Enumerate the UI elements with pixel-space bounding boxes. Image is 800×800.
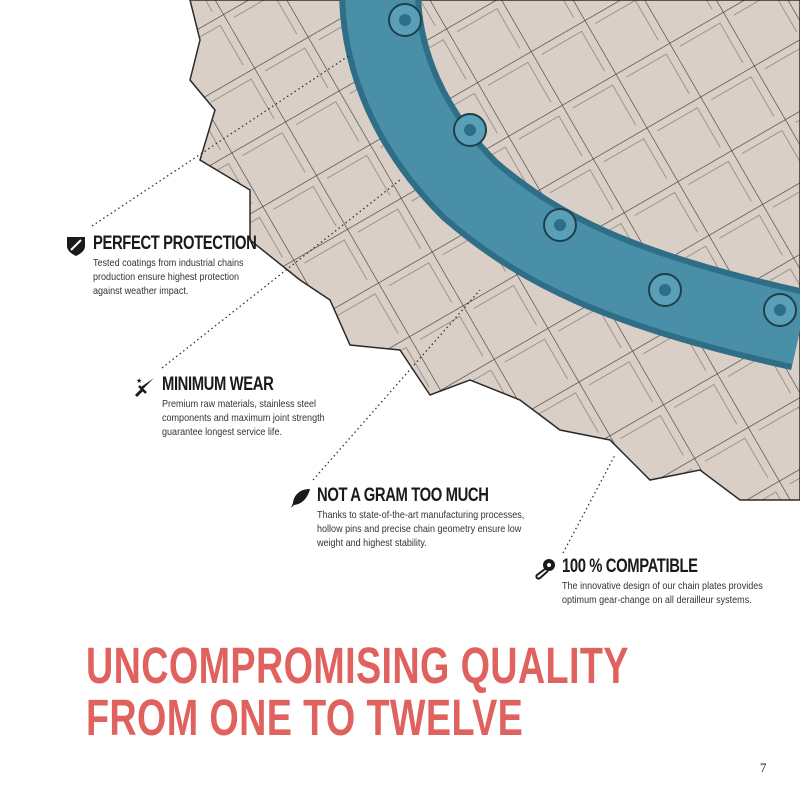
- feature-title: MINIMUM WEAR: [162, 374, 274, 395]
- headline: UNCOMPROMISING QUALITY FROM ONE TO TWELV…: [86, 640, 629, 744]
- feature-title: NOT A GRAM TOO MUCH: [317, 485, 489, 506]
- feature-100-compatible: 100 % COMPATIBLE The innovative design o…: [535, 556, 795, 607]
- headline-line-1: UNCOMPROMISING QUALITY: [86, 637, 629, 694]
- chain: [339, 0, 800, 371]
- feature-description: Premium raw materials, stainless steel co…: [162, 398, 325, 438]
- headline-line-2: FROM ONE TO TWELVE: [86, 689, 524, 746]
- callout-lines: [91, 54, 616, 554]
- feature-description: Tested coatings from industrial chains pr…: [93, 257, 244, 297]
- feather-icon: [291, 489, 310, 508]
- feature-perfect-protection: PERFECT PROTECTION Tested coatings from …: [67, 233, 303, 298]
- chain-tool-icon: [535, 559, 555, 580]
- shield-icon: [67, 237, 85, 256]
- feature-title: PERFECT PROTECTION: [93, 233, 257, 254]
- feature-minimum-wear: ★ MINIMUM WEAR Premium raw materials, st…: [134, 374, 351, 439]
- feature-description: The innovative design of our chain plate…: [562, 580, 763, 606]
- feature-title: 100 % COMPATIBLE: [562, 556, 698, 577]
- svg-text:★: ★: [136, 377, 142, 385]
- feature-not-a-gram-too-much: NOT A GRAM TOO MUCH Thanks to state-of-t…: [291, 485, 558, 550]
- page-number: 7: [760, 760, 767, 775]
- feature-description: Thanks to state-of-the-art manufacturing…: [317, 509, 525, 549]
- sword-icon: ★: [134, 377, 154, 398]
